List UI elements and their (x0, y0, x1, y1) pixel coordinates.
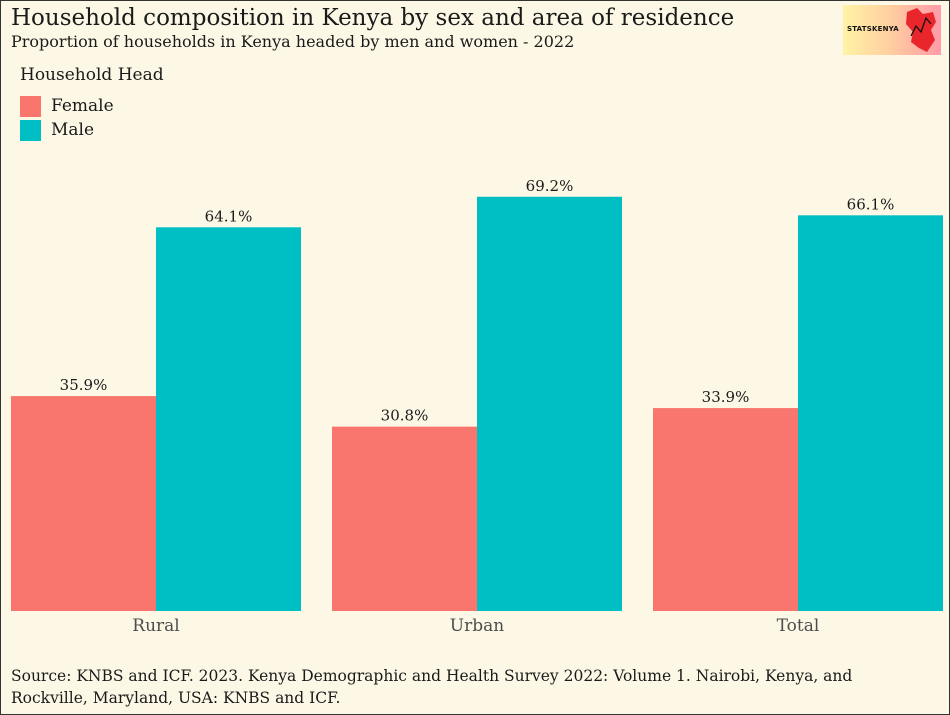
data-label-female-total: 33.9% (702, 388, 750, 406)
statskenya-logo: STATSKENYA (843, 5, 941, 55)
data-label-female-rural: 35.9% (60, 376, 108, 394)
source-note: Source: KNBS and ICF. 2023. Kenya Demogr… (11, 667, 853, 707)
chart-title: Household composition in Kenya by sex an… (11, 5, 735, 31)
data-label-male-rural: 64.1% (205, 207, 253, 225)
bar-female-total (653, 408, 798, 611)
bar-male-rural (156, 227, 301, 611)
bar-female-rural (11, 396, 156, 611)
x-tick-label-total: Total (777, 616, 820, 636)
legend-swatch-female (20, 95, 41, 117)
legend-swatch-male (20, 119, 41, 141)
legend-item-female: Female (20, 95, 114, 117)
data-label-male-total: 66.1% (847, 195, 895, 213)
chart-subtitle: Proportion of households in Kenya headed… (11, 32, 575, 51)
bar-male-total (798, 215, 943, 611)
legend-label-male: Male (51, 120, 95, 140)
legend-item-male: Male (20, 119, 94, 141)
x-tick-label-rural: Rural (132, 616, 179, 636)
logo-text: STATSKENYA (847, 25, 899, 33)
data-label-male-urban: 69.2% (526, 177, 574, 195)
bar-female-urban (332, 426, 477, 611)
legend-title: Household Head (20, 65, 164, 85)
legend-label-female: Female (51, 96, 114, 116)
bar-male-urban (477, 196, 622, 611)
kenya-map-icon (906, 8, 936, 52)
x-tick-label-urban: Urban (450, 616, 504, 636)
data-label-female-urban: 30.8% (381, 407, 429, 425)
